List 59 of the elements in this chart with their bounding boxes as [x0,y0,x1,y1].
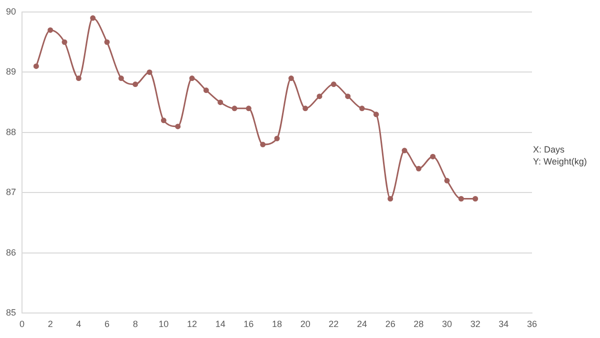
point [104,39,110,45]
point [274,136,280,142]
point [175,124,181,130]
y-tick-label: 88 [6,126,16,137]
x-tick-label: 18 [272,319,282,330]
x-tick-label: 16 [244,319,254,330]
point [33,63,39,69]
x-tick-label: 34 [498,319,509,330]
x-tick-label: 22 [328,319,339,330]
x-tick-label: 6 [104,319,110,330]
point [316,94,322,100]
x-tick-label: 0 [20,319,25,330]
x-tick-label: 26 [385,319,396,330]
point [218,100,224,106]
point [402,148,408,154]
point [458,196,464,202]
point [388,196,394,202]
x-tick-label: 12 [187,319,198,330]
x-tick-label: 32 [470,319,480,330]
x-tick-label: 8 [132,319,138,330]
x-tick-label: 14 [215,319,226,330]
point [90,15,96,21]
text: X: Days [533,144,566,154]
x-tick-label: 36 [526,319,538,330]
x-tick-label: 30 [442,319,452,330]
y-tick-label: 86 [6,247,16,258]
point [444,178,450,184]
x-tick-label: 28 [414,319,424,330]
x-tick-label: 10 [158,319,169,330]
x-tick-label: 20 [300,319,310,330]
point [189,76,195,82]
point [232,106,238,112]
point [472,196,478,202]
x-tick-label: 4 [76,319,82,330]
point [416,166,422,172]
y-tick-label: 90 [6,6,16,16]
point [302,106,308,112]
point [246,106,252,112]
text: Y: Weight(kg) [533,156,587,166]
point [373,112,379,118]
point [146,69,152,75]
point [260,142,266,148]
point [160,118,166,124]
point [430,154,436,160]
point [132,82,138,88]
point [62,39,68,45]
point [359,106,365,112]
point [288,76,294,82]
y-tick-label: 85 [6,308,16,318]
point [76,76,82,82]
point [330,82,336,88]
y-tick-label: 89 [6,66,16,77]
y-tick-label: 87 [6,187,16,198]
x-tick-label: 2 [48,319,53,330]
point [203,88,209,94]
x-tick-label: 24 [356,319,368,330]
point [118,76,124,82]
point [48,27,54,33]
point [345,94,351,100]
